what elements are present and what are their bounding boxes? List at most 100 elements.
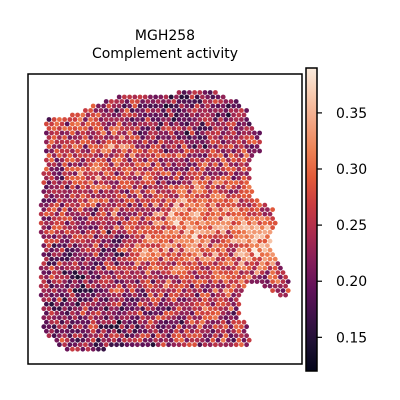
spot-point [114, 216, 119, 222]
spot-point [101, 220, 106, 226]
spot-point [70, 346, 75, 352]
spot-point [148, 337, 153, 343]
spot-point [259, 216, 265, 222]
spot-point [205, 229, 211, 235]
spot-point [161, 171, 166, 177]
spot-point [168, 265, 174, 271]
spot-point [252, 256, 257, 262]
spot-point [140, 216, 146, 222]
spot-point [127, 157, 132, 163]
spot-point [220, 337, 226, 343]
spot-point [145, 234, 151, 240]
spot-point [137, 310, 143, 316]
spot-point [207, 252, 213, 257]
spot-point [124, 216, 130, 222]
spot-point [197, 90, 203, 95]
spot-point [96, 247, 101, 253]
spot-point [103, 108, 109, 113]
spot-point [148, 292, 153, 298]
spot-point [176, 252, 182, 257]
spot-point [88, 306, 93, 312]
spot-point [72, 279, 78, 284]
spot-point [246, 265, 252, 271]
spot-point [122, 256, 127, 262]
spot-point [218, 270, 224, 275]
spot-point [124, 153, 130, 158]
spot-point [111, 301, 117, 307]
spot-point [129, 180, 135, 186]
spot-point [236, 274, 242, 280]
spot-point [111, 202, 117, 208]
spot-point [244, 144, 250, 149]
spot-point [197, 162, 203, 168]
spot-point [44, 157, 49, 163]
spot-point [145, 243, 151, 249]
spot-point [179, 130, 185, 136]
spot-point [98, 126, 104, 131]
spot-point [236, 130, 242, 136]
spot-point [41, 225, 47, 231]
spot-point [171, 333, 177, 339]
spot-point [200, 292, 205, 298]
spot-point [168, 112, 174, 118]
spot-point [187, 171, 192, 177]
spot-point [200, 274, 205, 280]
spot-point [83, 198, 88, 204]
spot-point [166, 117, 172, 122]
spot-point [145, 207, 151, 213]
spot-point [220, 265, 226, 271]
spot-point [174, 94, 179, 100]
spot-point [163, 166, 169, 172]
spot-point [62, 270, 67, 275]
spot-point [194, 238, 200, 244]
colorbar-tick-label: 0.35 [336, 106, 367, 122]
spot-point [158, 166, 164, 172]
spot-point [155, 162, 161, 168]
spot-point [119, 270, 125, 275]
spot-point [283, 274, 288, 280]
spot-point [122, 283, 127, 289]
spot-point [166, 270, 172, 275]
spot-point [202, 180, 208, 186]
spot-point [150, 207, 156, 213]
spot-point [194, 139, 200, 145]
spot-point [51, 171, 57, 177]
spot-point [57, 234, 62, 240]
spot-point [101, 229, 106, 235]
spot-point [210, 337, 216, 343]
spot-point [210, 220, 216, 226]
spot-point [41, 315, 47, 321]
spot-point [98, 333, 104, 339]
spot-point [205, 130, 211, 136]
spot-point [236, 175, 242, 181]
spot-point [75, 256, 80, 262]
spot-point [161, 270, 166, 275]
spot-point [127, 319, 132, 325]
spot-point [85, 175, 91, 181]
spot-point [189, 94, 195, 100]
spot-point [70, 256, 75, 262]
spot-point [90, 274, 96, 280]
spot-point [213, 261, 218, 266]
spot-point [106, 229, 112, 235]
spot-point [85, 193, 91, 199]
spot-point [246, 148, 252, 154]
spot-point [103, 261, 109, 266]
spot-point [200, 139, 205, 145]
spot-point [109, 126, 114, 131]
spot-point [202, 234, 208, 240]
spot-point [197, 243, 203, 249]
spot-point [153, 130, 159, 136]
spot-point [218, 243, 224, 249]
spot-point [44, 328, 49, 334]
spot-point [200, 112, 205, 118]
spot-point [109, 234, 114, 240]
spot-point [184, 274, 190, 280]
spot-point [205, 274, 211, 280]
spot-point [119, 153, 125, 158]
spot-point [231, 166, 237, 172]
spot-point [218, 342, 224, 348]
spot-point [223, 297, 229, 303]
spot-point [54, 148, 60, 154]
spot-point [231, 265, 237, 271]
